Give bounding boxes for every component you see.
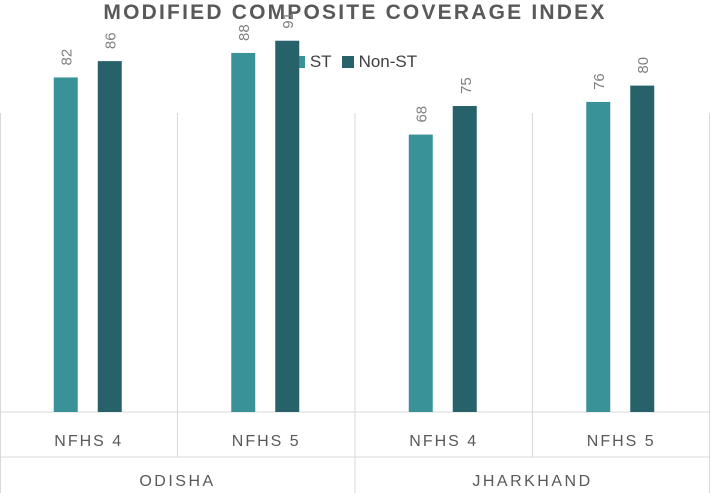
bar-st-3 <box>586 101 611 413</box>
x-tick-label: NFHS 5 <box>587 433 656 450</box>
legend-label-non-st: Non-ST <box>358 52 418 71</box>
data-label: 91 <box>280 12 297 29</box>
bar-non-st-1 <box>275 40 300 412</box>
legend-swatch-non-st <box>341 56 354 68</box>
x-tick-label: NFHS 4 <box>54 433 123 450</box>
group-label: JHARKHAND <box>472 473 592 490</box>
bar-st-2 <box>408 134 433 412</box>
legend-label-st: ST <box>309 52 332 71</box>
data-label: 68 <box>414 106 431 123</box>
legend-item-non-st: Non-ST <box>341 52 418 72</box>
bar-non-st-3 <box>630 85 655 412</box>
group-label: ODISHA <box>139 473 215 490</box>
data-label: 82 <box>59 49 76 66</box>
bar-non-st-2 <box>452 106 477 412</box>
bar-st-1 <box>231 52 256 413</box>
data-label: 76 <box>591 73 608 90</box>
data-label: 75 <box>458 77 475 94</box>
data-label: 88 <box>236 24 253 41</box>
data-label: 86 <box>103 32 120 49</box>
bar-st-0 <box>53 77 78 412</box>
bar-non-st-0 <box>97 61 122 413</box>
x-tick-label: NFHS 5 <box>232 433 301 450</box>
chart-title: MODIFIED COMPOSITE COVERAGE INDEX <box>103 1 607 24</box>
data-label: 80 <box>635 57 652 74</box>
x-tick-label: NFHS 4 <box>409 433 478 450</box>
